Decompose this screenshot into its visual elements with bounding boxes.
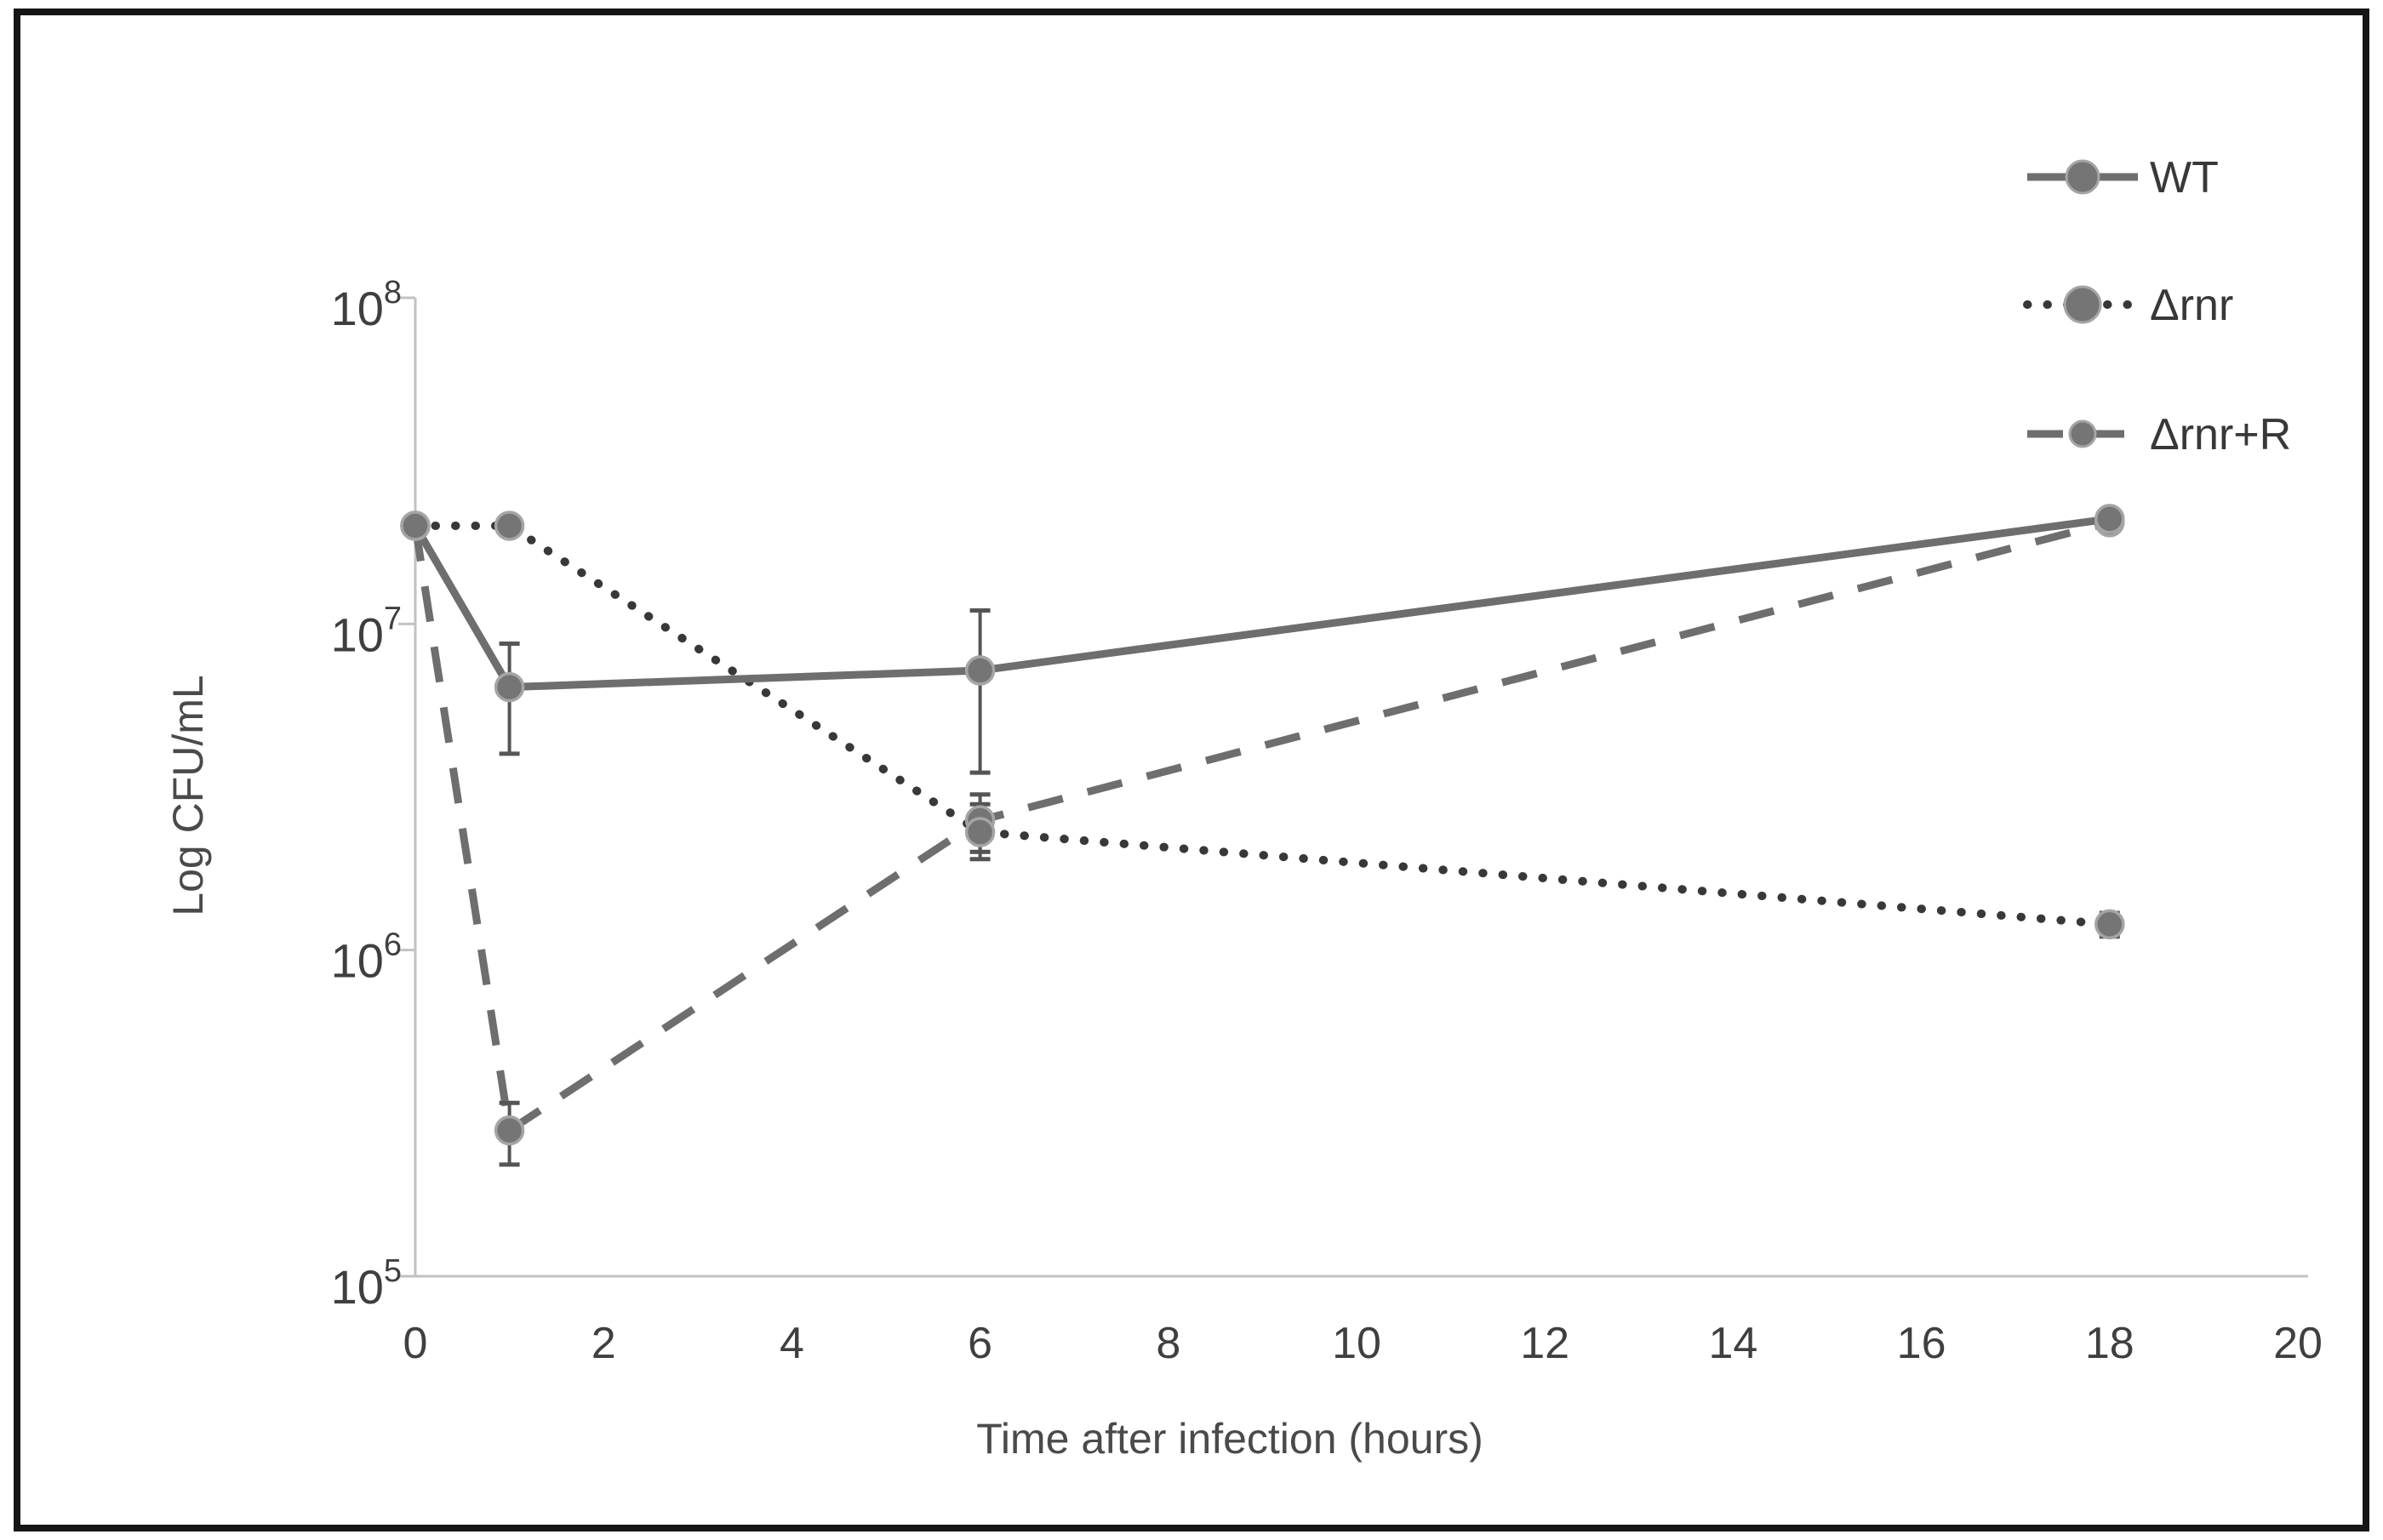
x-tick-label: 16 xyxy=(1897,1319,1946,1368)
data-point-marker xyxy=(494,1115,525,1146)
series-lines-layer xyxy=(411,515,2114,1138)
legend-label: WT xyxy=(2150,153,2219,202)
legend-marker xyxy=(2068,419,2097,448)
x-tick-label: 8 xyxy=(1156,1319,1180,1368)
data-point-marker xyxy=(2094,909,2125,940)
x-tick-label: 0 xyxy=(403,1319,428,1368)
legend-item: WT xyxy=(2027,153,2219,202)
error-bar xyxy=(969,607,991,775)
legend-label: Δrnr xyxy=(2150,281,2233,330)
x-tick-label: 12 xyxy=(1520,1319,1569,1368)
markers-layer xyxy=(400,504,2125,1146)
x-tick-label: 14 xyxy=(1708,1319,1757,1368)
x-axis-title: Time after infection (hours) xyxy=(976,1415,1483,1463)
y-tick-label: 105 xyxy=(331,1253,402,1314)
x-tick-label: 6 xyxy=(968,1319,992,1368)
x-tick-label: 18 xyxy=(2085,1319,2134,1368)
legend-marker xyxy=(2065,159,2100,195)
legend: WT Δrnr Δrnr+R xyxy=(2023,153,2291,459)
series-line-rnr-plus-r xyxy=(411,518,2111,1138)
legend-item: Δrnr+R xyxy=(2027,410,2291,459)
data-point-marker xyxy=(2094,504,2125,534)
y-tick-label: 108 xyxy=(331,275,402,335)
series-line-wt xyxy=(412,515,2111,692)
x-tick-label: 20 xyxy=(2273,1319,2323,1368)
x-tick-label: 10 xyxy=(1332,1319,1381,1368)
y-tick-label: 107 xyxy=(331,601,402,661)
y-tick-label: 106 xyxy=(331,927,402,988)
data-point-marker xyxy=(400,510,431,541)
series-line-rnr xyxy=(411,521,2114,929)
x-tick-label: 4 xyxy=(780,1319,804,1368)
data-point-marker xyxy=(964,817,996,847)
y-axis-title: Log CFU/mL xyxy=(164,675,212,915)
legend-item: Δrnr xyxy=(2023,281,2233,330)
error-bars-layer xyxy=(499,607,2120,1167)
data-point-marker xyxy=(964,655,996,686)
legend-label: Δrnr+R xyxy=(2150,410,2291,459)
data-point-marker xyxy=(494,510,525,541)
data-point-marker xyxy=(494,671,525,703)
x-tick-label: 2 xyxy=(591,1319,616,1368)
legend-marker xyxy=(2063,285,2102,324)
